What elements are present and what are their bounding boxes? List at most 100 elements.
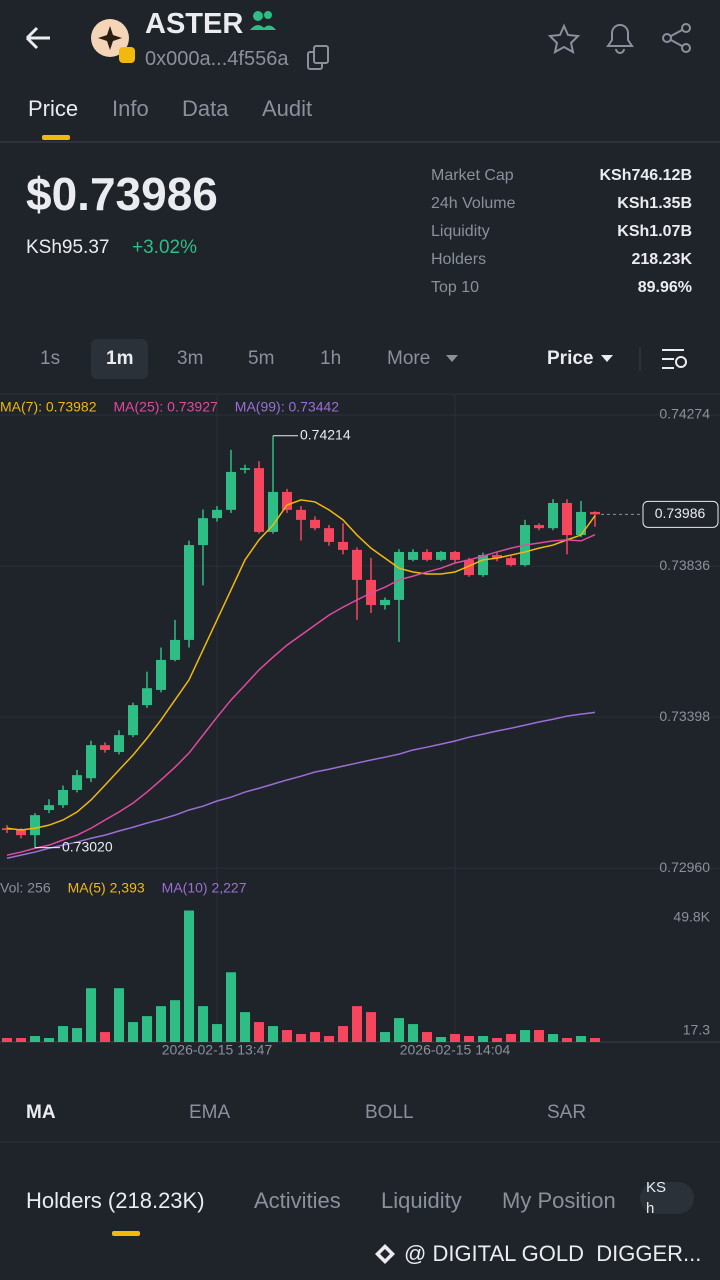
tab[interactable]: Price <box>28 96 79 121</box>
candle-body <box>58 789 68 806</box>
tab-underline <box>42 135 70 140</box>
high-label: 0.74214 <box>300 426 351 442</box>
tab[interactable]: Data <box>182 96 229 121</box>
price-change: +3.02% <box>132 237 197 258</box>
candle-body <box>72 775 82 790</box>
timeframe[interactable]: 1s <box>40 348 61 369</box>
candle-body <box>128 705 138 736</box>
x-tick-label: 2026-02-15 14:04 <box>400 1042 511 1058</box>
community-icon <box>253 11 263 21</box>
volume-bar <box>366 1012 376 1042</box>
timeframe[interactable]: 3m <box>177 348 204 369</box>
volume-bar <box>268 1026 278 1042</box>
community-icon <box>264 11 272 19</box>
volume-bar <box>296 1034 306 1042</box>
star-icon[interactable] <box>547 23 581 54</box>
volume-bar <box>562 1038 572 1042</box>
candle-body <box>240 468 250 470</box>
candle-body <box>478 555 488 576</box>
stat-label: Market Cap <box>431 167 514 184</box>
candle-body <box>464 559 474 576</box>
candle-body <box>30 815 40 836</box>
toggle[interactable] <box>640 1182 694 1214</box>
candle-body <box>268 491 278 532</box>
back-icon[interactable] <box>25 26 50 50</box>
volume-bar <box>380 1032 390 1042</box>
bell-icon[interactable] <box>606 24 634 54</box>
stat-label: Holders <box>431 251 487 268</box>
share-icon[interactable] <box>681 23 691 33</box>
candle-body <box>436 551 446 560</box>
candle-body <box>380 599 390 606</box>
candle-body <box>156 659 166 690</box>
price-toggle[interactable]: Price <box>547 348 594 369</box>
volume-bar <box>30 1036 40 1042</box>
volume-bar <box>282 1030 292 1042</box>
timeframe[interactable]: 5m <box>248 348 275 369</box>
stat-value: KSh1.07B <box>617 223 692 240</box>
stat-value: 89.96% <box>637 279 692 296</box>
volume-bar <box>338 1026 348 1042</box>
ma-legend: MA(99): 0.73442 <box>235 399 339 415</box>
ma-line <box>6 499 596 831</box>
watermark-bg <box>0 1238 720 1280</box>
volume-bar <box>478 1036 488 1042</box>
volume-bar <box>184 910 194 1042</box>
bottom-tab[interactable]: My Position <box>502 1188 616 1213</box>
dropdown-icon[interactable] <box>601 355 613 362</box>
tab-underline <box>112 1231 140 1236</box>
candle-body <box>576 511 586 536</box>
token-name: ASTER <box>145 8 244 40</box>
volume-bar <box>352 1006 362 1042</box>
ma-legend: MA(25): 0.73927 <box>114 399 218 415</box>
volume-bar <box>324 1036 334 1042</box>
indicator[interactable]: MA <box>26 1102 56 1123</box>
volume-bar <box>520 1030 530 1042</box>
candle-body <box>296 509 306 520</box>
timeframe[interactable]: More <box>387 348 431 369</box>
candle-body <box>16 829 26 836</box>
share-icon[interactable] <box>662 33 672 43</box>
tab[interactable]: Info <box>112 96 149 121</box>
timeframe[interactable]: 1m <box>106 348 134 369</box>
y-tick-label: 0.73398 <box>659 708 710 724</box>
volume-legend: Vol: 256 <box>0 880 51 896</box>
bottom-tab[interactable]: Liquidity <box>381 1188 462 1213</box>
share-icon[interactable] <box>681 43 691 53</box>
indicator[interactable]: EMA <box>189 1102 231 1123</box>
volume-bar <box>2 1038 12 1042</box>
candle-body <box>338 541 348 550</box>
candle-body <box>590 511 600 515</box>
copy-icon[interactable] <box>313 45 329 64</box>
bottom-tab[interactable]: Activities <box>254 1188 341 1213</box>
candle-body <box>44 805 54 810</box>
volume-bar <box>142 1016 152 1042</box>
watermark: @ DIGITAL GOLD DIGGER... <box>404 1241 702 1266</box>
indicator[interactable]: BOLL <box>365 1102 414 1123</box>
y-tick-label: 0.74274 <box>659 406 710 422</box>
x-tick-label: 2026-02-15 13:47 <box>162 1042 273 1058</box>
watermark-icon <box>375 1244 395 1264</box>
share-icon[interactable] <box>670 29 683 47</box>
candle-body <box>198 518 208 546</box>
y-tick-label: 0.72960 <box>659 859 710 875</box>
vol-tick-label: 17.3 <box>683 1022 710 1038</box>
chain-badge <box>119 47 135 63</box>
candle-body <box>2 828 12 830</box>
volume-bar <box>226 972 236 1042</box>
volume-bar <box>590 1038 600 1042</box>
volume-bar <box>548 1034 558 1042</box>
volume-bar <box>408 1024 418 1042</box>
currency-toggle-label[interactable]: KSh <box>646 1179 667 1217</box>
settings-icon[interactable] <box>675 356 687 368</box>
volume-bar <box>212 1024 222 1042</box>
stat-value: 218.23K <box>631 251 693 268</box>
dropdown-icon[interactable] <box>446 355 458 362</box>
indicator[interactable]: SAR <box>547 1102 587 1123</box>
volume-bar <box>170 1000 180 1042</box>
settings-icon[interactable] <box>662 349 684 369</box>
bottom-tab[interactable]: Holders (218.23K) <box>26 1188 205 1213</box>
tab[interactable]: Audit <box>262 96 313 121</box>
timeframe[interactable]: 1h <box>320 348 342 369</box>
